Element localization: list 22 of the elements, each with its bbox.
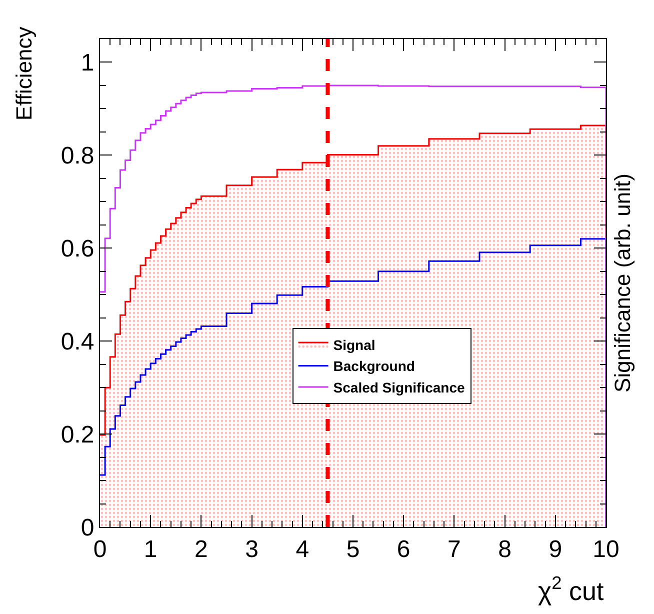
x-tick-label: 3 [245,536,258,563]
x-tick-label: 2 [194,536,208,563]
y-tick-label: 0.8 [60,142,94,170]
x-tick-label: 5 [346,536,360,563]
legend-label: Background [333,358,415,374]
x-axis-title: χ$^{2}$ cut [538,573,604,606]
y-tick-label: 0 [80,514,94,542]
y-tick-label: 1 [80,50,94,77]
y-tick-label: 0.2 [60,421,94,448]
legend-label: Scaled Significance [333,379,465,396]
legend-label: Signal [333,337,376,354]
y-axis-title: Efficiency [12,26,37,120]
y-tick-label: 0.4 [60,328,94,356]
x-tick-label: 9 [548,536,562,563]
x-tick-label: 1 [144,536,158,563]
y2-axis-title: Significance (arb. unit) [610,174,635,392]
y-tick-label: 0.6 [60,236,94,263]
x-tick-label: 8 [498,536,512,563]
x-tick-label: 10 [592,536,620,563]
x-tick-label: 4 [296,536,310,563]
x-tick-label: 6 [396,536,410,563]
x-tick-label: 7 [448,536,461,563]
